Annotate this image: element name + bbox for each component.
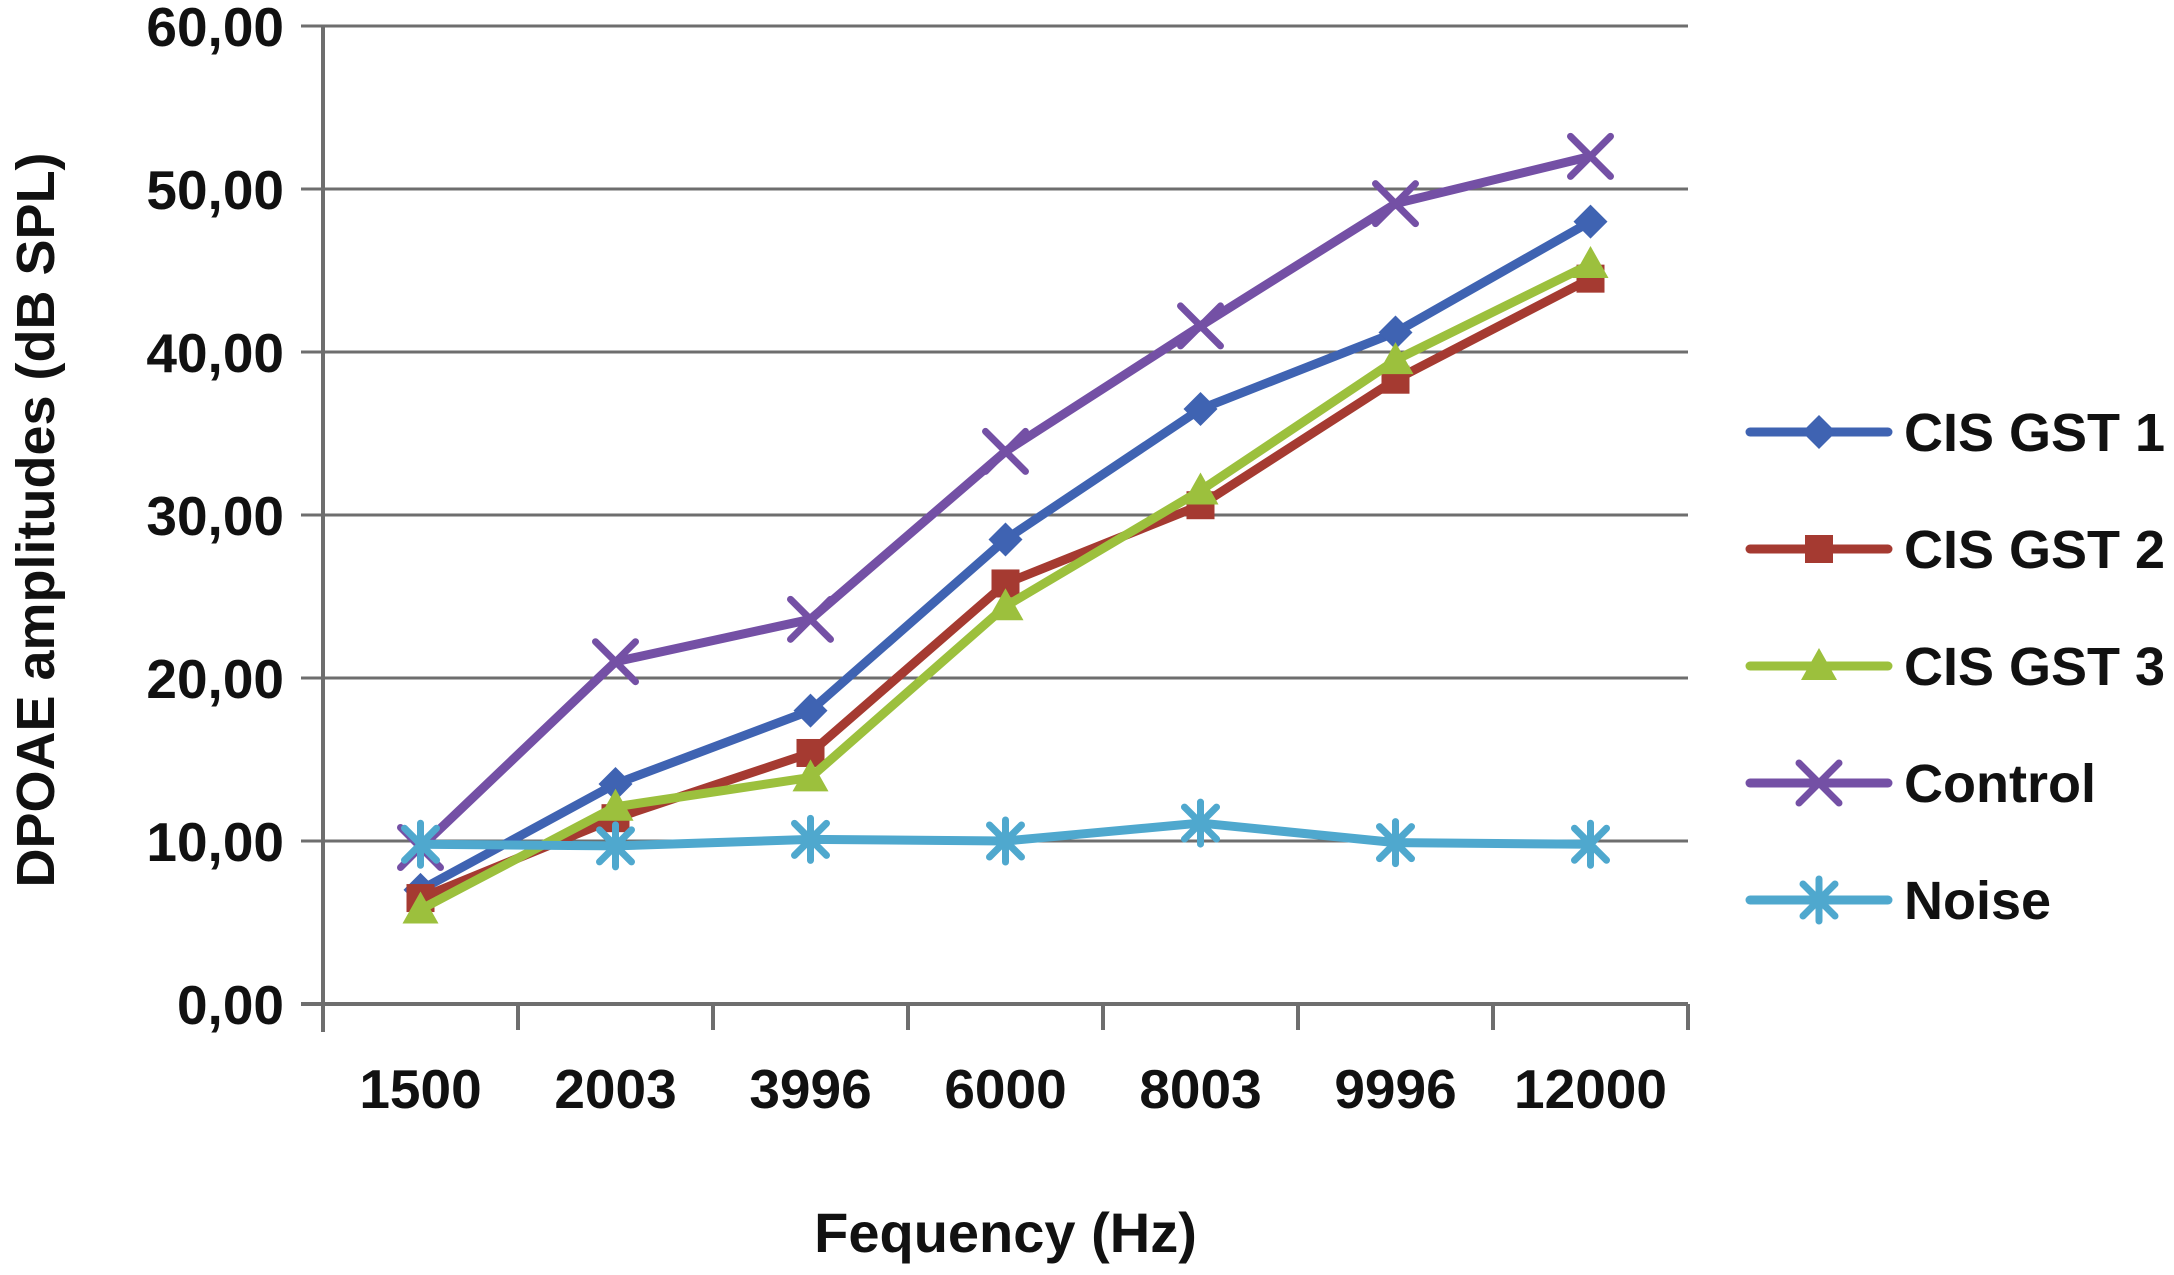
legend-item-cis-gst-1: CIS GST 1 — [1745, 403, 2165, 463]
marker-triangle — [987, 588, 1024, 621]
y-tick-labels: 0,00 10,00 20,00 30,00 40,00 50,00 60,00 — [146, 0, 284, 1036]
marker-triangle — [1377, 342, 1414, 375]
marker-asterisk — [401, 819, 440, 869]
x-tick-label: 3996 — [749, 1058, 871, 1120]
y-tick-label: 20,00 — [146, 648, 284, 710]
legend-label: CIS GST 2 — [1904, 520, 2165, 580]
marker-triangle — [1572, 245, 1609, 278]
marker-square — [1805, 535, 1833, 563]
x-tick-label: 12000 — [1514, 1058, 1667, 1120]
marker-asterisk — [596, 821, 635, 871]
y-tick-label: 10,00 — [146, 811, 284, 873]
series-cis-gst-1 — [403, 204, 1608, 907]
legend-label: Control — [1904, 754, 2096, 814]
marker-x — [787, 595, 834, 643]
y-tick-label: 30,00 — [146, 485, 284, 547]
marker-diamond — [1802, 415, 1836, 449]
y-tick-label: 60,00 — [146, 0, 284, 58]
marker-diamond — [598, 766, 633, 801]
x-tick-label: 1500 — [359, 1058, 481, 1120]
marker-asterisk — [1181, 798, 1220, 848]
y-tick-label: 50,00 — [146, 159, 284, 221]
legend: CIS GST 1 CIS GST 2 CIS GST 3 Control Noise — [1745, 403, 2165, 931]
x-tick-label: 8003 — [1139, 1058, 1261, 1120]
x-tick-labels: 1500 2003 3996 6000 8003 9996 12000 — [359, 1058, 1667, 1120]
legend-label: CIS GST 1 — [1904, 403, 2165, 463]
y-tick-label: 0,00 — [177, 974, 284, 1036]
x-tick-label: 2003 — [554, 1058, 676, 1120]
legend-item-noise: Noise — [1745, 871, 2051, 931]
series-cis-gst-3 — [402, 245, 1609, 924]
marker-x — [592, 638, 639, 686]
legend-item-cis-gst-2: CIS GST 2 — [1745, 520, 2165, 580]
marker-x — [1372, 180, 1419, 228]
y-tick-label: 40,00 — [146, 322, 284, 384]
x-axis-title: Fequency (Hz) — [814, 1201, 1197, 1264]
marker-x — [1567, 132, 1614, 180]
series-control — [397, 132, 1614, 872]
marker-diamond — [793, 693, 828, 728]
series-noise — [401, 798, 1610, 871]
marker-diamond — [1573, 204, 1608, 239]
legend-label: Noise — [1904, 871, 2051, 931]
marker-x — [982, 427, 1029, 475]
marker-asterisk — [1799, 875, 1839, 925]
legend-item-control: Control — [1745, 754, 2096, 814]
marker-x — [1177, 302, 1224, 350]
marker-diamond — [1378, 315, 1413, 350]
marker-asterisk — [1571, 819, 1610, 869]
marker-diamond — [988, 522, 1023, 557]
marker-x — [1795, 759, 1843, 807]
marker-triangle — [597, 788, 634, 821]
marker-asterisk — [986, 816, 1025, 866]
x-tick-label: 6000 — [944, 1058, 1066, 1120]
x-tick-label: 9996 — [1334, 1058, 1456, 1120]
marker-triangle — [1182, 472, 1219, 505]
marker-triangle — [402, 891, 439, 924]
gridlines — [301, 24, 1688, 843]
axes — [301, 26, 1690, 1032]
marker-triangle — [1801, 648, 1837, 680]
marker-diamond — [1183, 392, 1218, 427]
series-line — [416, 151, 1595, 853]
marker-asterisk — [1376, 818, 1415, 868]
y-axis-title: DPOAE amplitudes (dB SPL) — [6, 152, 66, 887]
legend-label: CIS GST 3 — [1904, 637, 2165, 697]
legend-item-cis-gst-3: CIS GST 3 — [1745, 637, 2165, 697]
marker-triangle — [792, 759, 829, 792]
marker-asterisk — [791, 814, 830, 864]
